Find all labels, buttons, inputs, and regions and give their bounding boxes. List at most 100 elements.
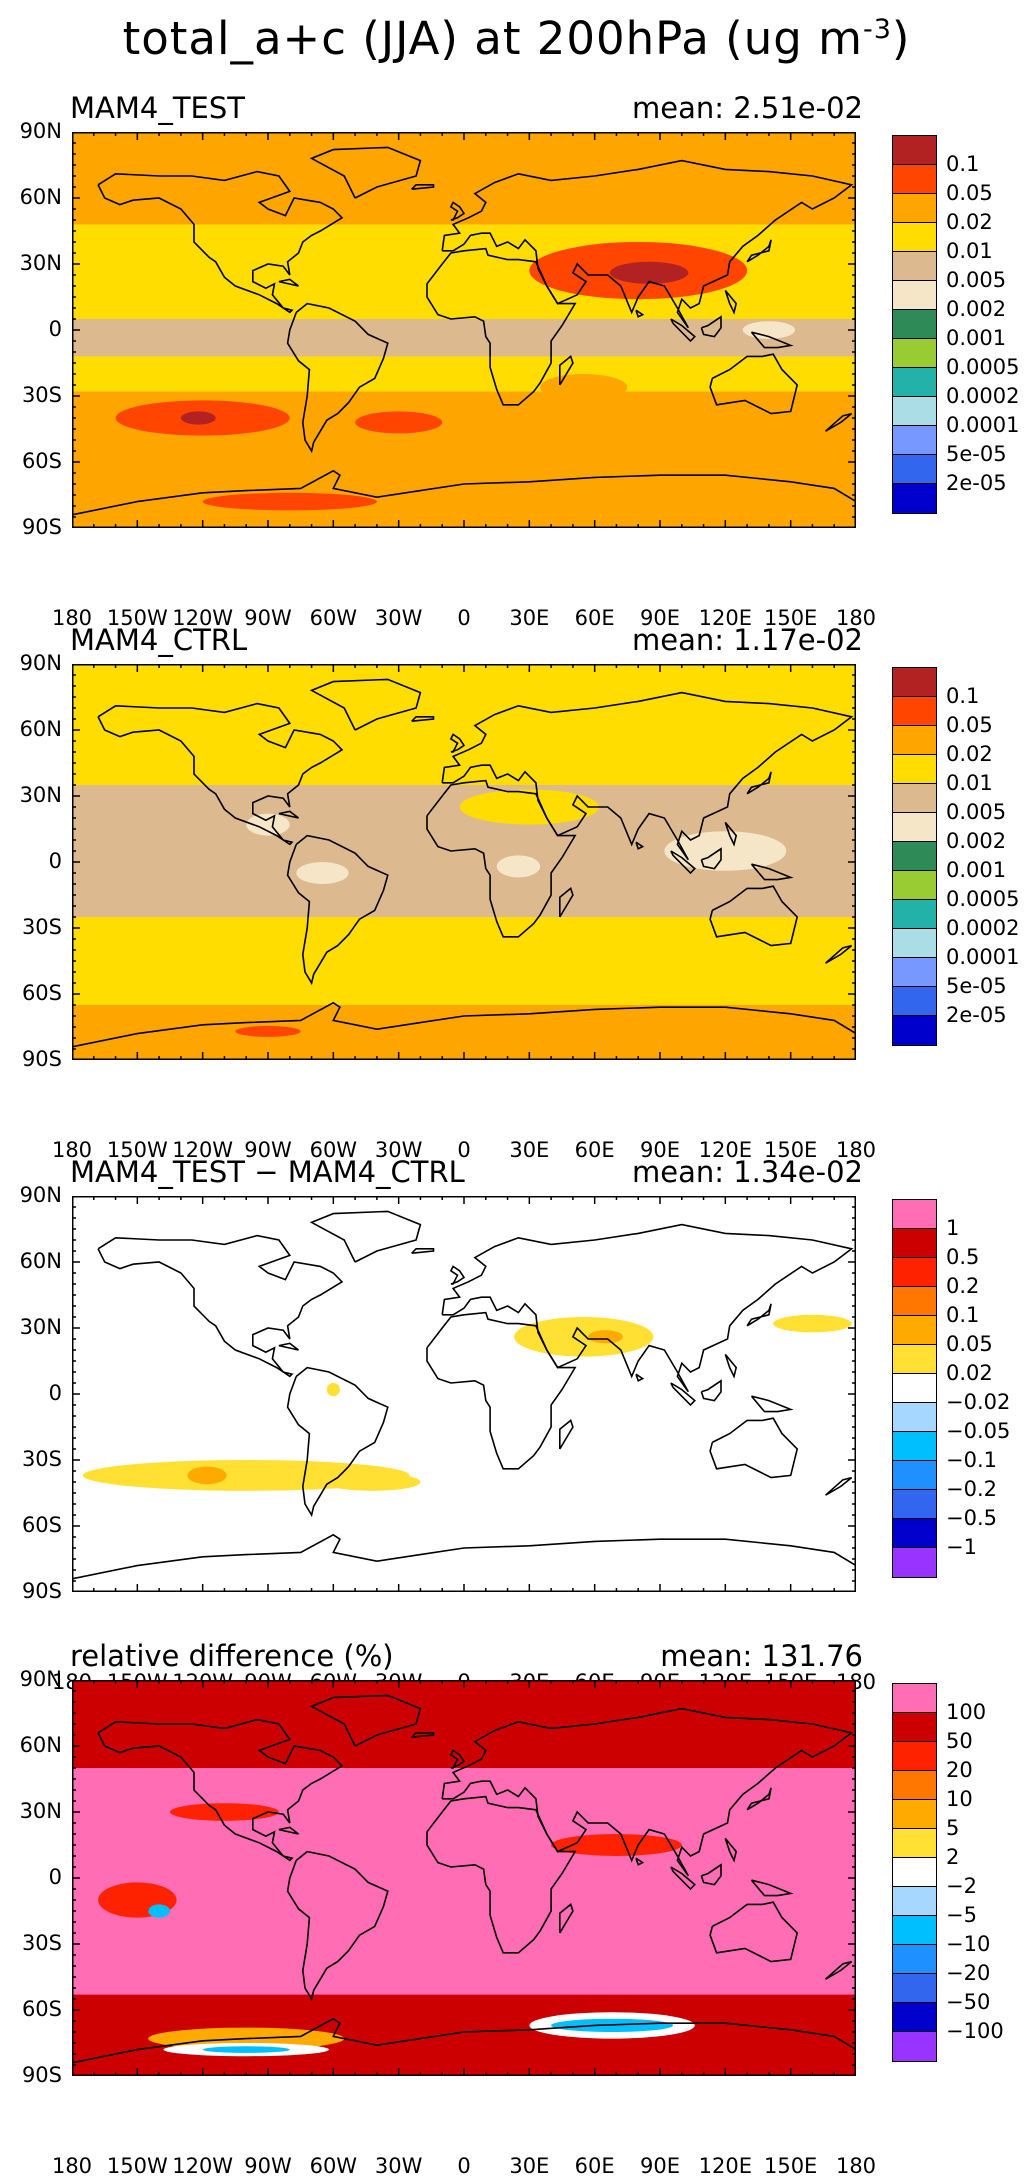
colorbar: 0.1 0.05 0.02 0.01 0.005 0.002 0.001 0.0005 0.00… (892, 135, 1033, 514)
x-tick-label: 120E (698, 1138, 753, 1162)
colorbar-label: 0.0002 (946, 384, 1020, 408)
field-band (72, 319, 856, 357)
colorbar-swatch (893, 1258, 936, 1287)
contour-field (72, 1680, 856, 2076)
x-tick-label: 0 (457, 606, 471, 630)
y-tick-label: 60N (19, 1249, 62, 1273)
colorbar-label: −2 (946, 1874, 977, 1898)
panel-label: MAM4_CTRL (70, 623, 248, 657)
coastline (309, 1210, 422, 1263)
coastline (750, 863, 794, 881)
colorbar-swatch (893, 223, 936, 252)
colorbar-label: 0.5 (946, 1245, 980, 1269)
coastline (309, 678, 422, 731)
field-patch (551, 1834, 682, 1856)
field-max (609, 261, 689, 284)
coastline (286, 834, 389, 986)
y-tick-label: 90N (19, 119, 62, 143)
coastline (411, 1247, 435, 1254)
panel-mean: mean: 131.76 (660, 1639, 863, 1673)
colorbar-swatch (893, 1684, 936, 1713)
panel-label: MAM4_TEST (70, 91, 245, 125)
field-patch (540, 374, 628, 401)
coastline (441, 1707, 854, 1877)
coastline (746, 239, 772, 263)
x-tick-label: 30W (374, 2154, 423, 2178)
field-patch (326, 1383, 340, 1397)
y-tick-label: 60S (21, 1513, 62, 1537)
figure-title: total_a+c (JJA) at 200hPa (ug m-3) (122, 12, 911, 65)
colorbar-label: 5e-05 (946, 442, 1007, 466)
x-tick-label: 0 (457, 1138, 471, 1162)
x-tick-label: 180 (835, 606, 877, 630)
x-tick-label: 150W (106, 606, 168, 630)
x-tick-label: 30E (509, 2154, 550, 2178)
coastline (426, 1795, 577, 1954)
x-tick-label: 150W (106, 1138, 168, 1162)
field-band (72, 1680, 856, 1768)
panel-test-minus-ctrl: MAM4_TEST − MAM4_CTRL mean: 1.34e-02 90N… (0, 1154, 1033, 1694)
coastline (724, 821, 738, 847)
x-tick-label: 180 (51, 2154, 93, 2178)
colorbar: 100 50 20 10 5 2 −2 −5 −10 −20 −50 −100 (892, 1683, 1033, 2062)
coastline (309, 146, 422, 199)
x-tick-label: 90W (244, 1138, 292, 1162)
colorbar-label: 2 (946, 1845, 960, 1869)
colorbar-swatch (893, 397, 936, 426)
coastline (750, 1395, 794, 1413)
colorbar-label: 0.05 (946, 181, 993, 205)
colorbar-label: 0.002 (946, 829, 1007, 853)
colorbar-swatch (893, 252, 936, 281)
map-plot (72, 1196, 856, 1592)
field-patch (246, 813, 290, 836)
colorbar-label: 10 (946, 1787, 973, 1811)
colorbar-label: −0.2 (946, 1477, 997, 1501)
x-tick-label: 120E (698, 2154, 753, 2178)
y-tick-label: 30N (19, 251, 62, 275)
colorbar-label: 0.1 (946, 152, 980, 176)
coastline (72, 2017, 856, 2064)
colorbar-swatch (893, 813, 936, 842)
colorbar-label: 0.1 (946, 684, 980, 708)
coastlines (72, 1694, 856, 2064)
colorbar-swatch (893, 136, 936, 165)
coastline (824, 944, 853, 964)
colorbar-label: 0.002 (946, 297, 1007, 321)
colorbar-label: 0.0005 (946, 887, 1020, 911)
coastline (700, 1379, 722, 1402)
y-tick-label: 90S (21, 2063, 62, 2087)
colorbar-label: 0.0001 (946, 945, 1020, 969)
panel-label: relative difference (%) (70, 1639, 394, 1673)
x-tick-label: 30W (374, 606, 423, 630)
colorbar-swatch (893, 368, 936, 397)
colorbar-swatch (893, 1461, 936, 1490)
coastline (670, 1382, 696, 1407)
y-tick-label: 90S (21, 515, 62, 539)
colorbar-label: −50 (946, 1990, 991, 2014)
x-tick-label: 150E (763, 1138, 818, 1162)
coastline (824, 412, 853, 432)
field-band (72, 1005, 856, 1060)
map-plot (72, 664, 856, 1060)
coastline (746, 1303, 772, 1327)
colorbar-swatch (893, 1800, 936, 1829)
coastline (670, 318, 696, 343)
colorbar-label: 0.0002 (946, 916, 1020, 940)
field-patch (664, 831, 787, 871)
colorbar-label: 5e-05 (946, 974, 1007, 998)
field-patch (459, 789, 600, 825)
map-frame (72, 132, 856, 528)
colorbar-label: 0.0005 (946, 355, 1020, 379)
x-tick-label: 60E (574, 606, 615, 630)
y-tick-label: 0 (48, 1381, 62, 1405)
y-tick-label: 60N (19, 717, 62, 741)
y-tick-label: 90N (19, 1667, 62, 1691)
field-max (202, 492, 377, 511)
colorbar-swatch (893, 426, 936, 455)
coastline (750, 1879, 794, 1897)
y-tick-label: 60N (19, 1733, 62, 1757)
colorbar-swatch (893, 165, 936, 194)
coastline (286, 1366, 389, 1518)
y-tick-label: 30S (21, 1447, 62, 1471)
coastline (558, 355, 574, 386)
